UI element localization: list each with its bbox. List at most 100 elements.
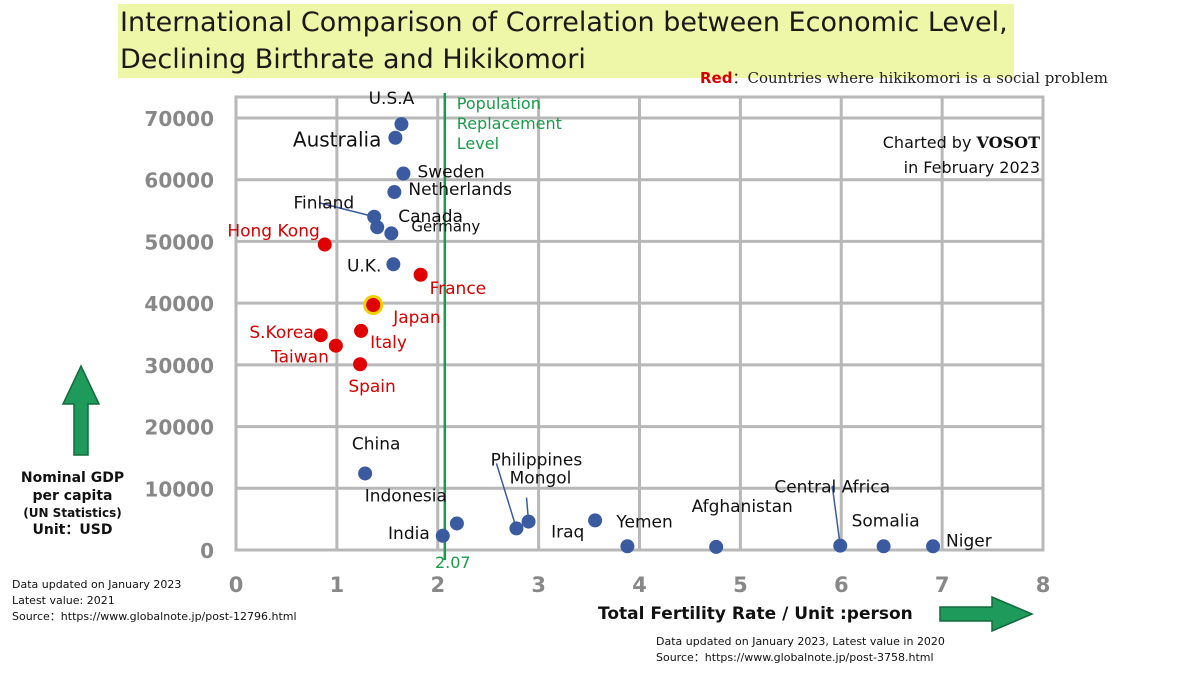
point-label: Canada bbox=[398, 207, 463, 227]
chart-title: International Comparison of Correlation … bbox=[118, 4, 1014, 78]
point-label: Afghanistan bbox=[692, 497, 793, 517]
y-tick-label: 10000 bbox=[144, 477, 214, 501]
point-label: U.K. bbox=[347, 256, 381, 276]
data-point bbox=[876, 539, 891, 554]
data-point bbox=[709, 539, 724, 554]
leader-line bbox=[495, 463, 518, 529]
point-label: Indonesia bbox=[365, 486, 447, 506]
data-point bbox=[521, 514, 536, 529]
fertility-note-line-2: Source：https://www.globalnote.jp/post-37… bbox=[656, 651, 934, 664]
fertility-note-line-1: Data updated on January 2023, Latest val… bbox=[656, 635, 945, 648]
leader-line bbox=[319, 202, 375, 218]
data-point bbox=[354, 323, 369, 338]
y-axis-label-line-1: Nominal GDP bbox=[20, 470, 125, 486]
data-point bbox=[435, 528, 450, 543]
replacement-value-label: 2.07 bbox=[435, 553, 471, 572]
gdp-source-note: Data updated on January 2023 Latest valu… bbox=[12, 577, 297, 625]
data-point bbox=[449, 516, 464, 531]
data-points bbox=[313, 117, 941, 554]
point-label: India bbox=[388, 524, 430, 544]
chart-credit: Charted by VOSOT in February 2023 bbox=[842, 130, 1040, 180]
credit-prefix: Charted by bbox=[882, 133, 972, 152]
replacement-label-word: Level bbox=[457, 134, 499, 153]
gdp-note-line-1: Data updated on January 2023 bbox=[12, 578, 182, 591]
point-label: Somalia bbox=[852, 511, 920, 531]
data-point bbox=[366, 297, 381, 312]
y-axis-arrow bbox=[61, 364, 101, 456]
grid bbox=[234, 95, 1045, 552]
data-point bbox=[833, 538, 848, 553]
data-point bbox=[328, 338, 343, 353]
data-point bbox=[313, 328, 328, 343]
x-tick-label: 1 bbox=[330, 573, 345, 597]
x-tick-label: 4 bbox=[632, 573, 647, 597]
legend-red-marker: Red bbox=[700, 69, 733, 87]
y-tick-label: 30000 bbox=[144, 354, 214, 378]
x-tick-label: 8 bbox=[1036, 573, 1051, 597]
chart-title-line-2: Declining Birthrate and Hikikomori bbox=[120, 44, 586, 75]
point-label: Sweden bbox=[417, 163, 484, 183]
legend-note: Red：Countries where hikikomori is a soci… bbox=[700, 67, 1108, 88]
point-label: Philippines bbox=[491, 450, 583, 470]
point-label: Japan bbox=[392, 308, 440, 328]
data-point bbox=[396, 166, 411, 181]
point-label: Finland bbox=[293, 194, 354, 214]
axis-arrows bbox=[61, 364, 1034, 633]
data-point bbox=[413, 267, 428, 282]
data-point bbox=[358, 466, 373, 481]
point-label: Mongol bbox=[510, 469, 572, 489]
y-axis-label-line-4: Unit：USD bbox=[32, 522, 113, 538]
y-axis-label: Nominal GDP per capita (UN Statistics) U… bbox=[10, 469, 135, 539]
point-label: Hong Kong bbox=[227, 222, 319, 242]
y-tick-label: 0 bbox=[200, 539, 214, 563]
credit-brand: VOSOT bbox=[976, 133, 1040, 152]
data-point bbox=[387, 185, 402, 200]
x-tick-label: 0 bbox=[229, 573, 244, 597]
y-axis-label-line-2: per capita bbox=[32, 488, 113, 504]
x-tick-label: 2 bbox=[430, 573, 445, 597]
point-label: Germany bbox=[411, 217, 480, 235]
legend-note-text: ：Countries where hikikomori is a social … bbox=[732, 69, 1108, 87]
data-point bbox=[384, 226, 399, 241]
x-axis-label: Total Fertility Rate / Unit :person bbox=[598, 604, 913, 624]
point-label: Central Africa bbox=[774, 478, 890, 498]
point-label: Taiwan bbox=[270, 348, 329, 368]
point-label: U.S.A bbox=[369, 89, 415, 109]
x-tick-label: 6 bbox=[834, 573, 849, 597]
point-label: Netherlands bbox=[408, 180, 512, 200]
x-axis-arrow bbox=[939, 595, 1034, 633]
axes: 0 1 2 3 4 5 6 7 8 0 10000 20000 30000 40000 50000 60000… bbox=[144, 107, 1050, 597]
leader-line bbox=[831, 485, 841, 546]
gdp-note-line-3: Source：https://www.globalnote.jp/post-12… bbox=[12, 610, 297, 623]
y-tick-label: 70000 bbox=[144, 107, 214, 131]
x-tick-label: 3 bbox=[531, 573, 546, 597]
point-label: Australia bbox=[293, 128, 381, 152]
point-label: Italy bbox=[370, 333, 407, 353]
point-label: S.Korea bbox=[249, 323, 313, 343]
y-axis-label-line-3: (UN Statistics) bbox=[23, 506, 122, 520]
credit-date: in February 2023 bbox=[903, 158, 1040, 177]
fertility-source-note: Data updated on January 2023, Latest val… bbox=[656, 634, 945, 666]
data-point bbox=[620, 539, 635, 554]
data-point bbox=[588, 513, 603, 528]
y-tick-label: 20000 bbox=[144, 416, 214, 440]
data-point bbox=[367, 209, 382, 224]
y-tick-label: 40000 bbox=[144, 292, 214, 316]
point-label: Iraq bbox=[551, 522, 584, 542]
data-point bbox=[317, 237, 332, 252]
gdp-note-line-2: Latest value: 2021 bbox=[12, 594, 115, 607]
replacement-label-word: Population bbox=[457, 94, 541, 113]
y-tick-label: 50000 bbox=[144, 230, 214, 254]
data-point bbox=[386, 257, 401, 272]
x-tick-label: 7 bbox=[935, 573, 950, 597]
data-point bbox=[370, 220, 385, 235]
data-point bbox=[926, 539, 941, 554]
data-point bbox=[394, 117, 409, 132]
y-tick-label: 60000 bbox=[144, 169, 214, 193]
data-point bbox=[509, 521, 524, 536]
chart-title-line-1: International Comparison of Correlation … bbox=[120, 7, 1008, 38]
point-label: Spain bbox=[348, 377, 396, 397]
